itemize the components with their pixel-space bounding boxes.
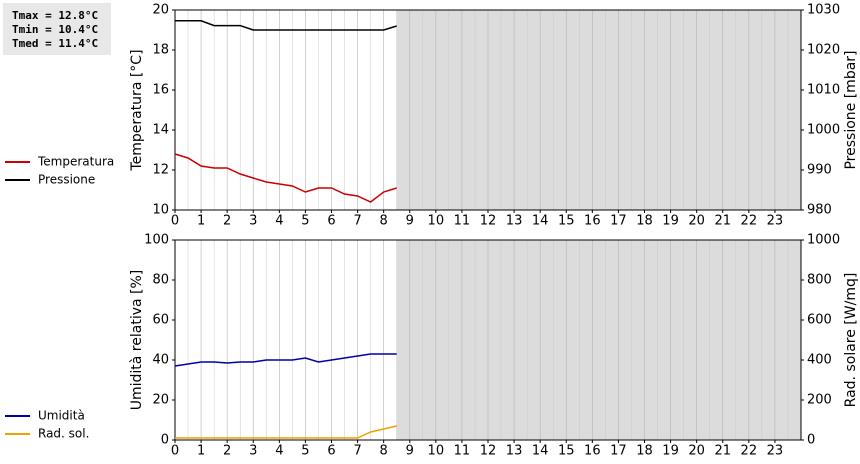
x-tick-label: 21 [714, 214, 731, 229]
x-tick-label: 10 [428, 444, 445, 459]
legend-label: Umidità [38, 409, 85, 423]
x-tick-label: 5 [301, 444, 309, 459]
x-tick-label: 2 [223, 444, 231, 459]
x-tick-label: 19 [662, 214, 679, 229]
x-tick-label: 14 [532, 444, 549, 459]
y-tick-label: 60 [152, 313, 169, 328]
y2-tick-label: 600 [807, 313, 832, 328]
x-tick-label: 6 [327, 444, 335, 459]
x-tick-label: 11 [454, 214, 471, 229]
x-tick-label: 1 [197, 214, 205, 229]
x-tick-label: 14 [532, 214, 549, 229]
series-line [175, 425, 397, 439]
x-tick-label: 6 [327, 214, 335, 229]
x-tick-label: 18 [636, 214, 653, 229]
x-tick-label: 18 [636, 444, 653, 459]
x-tick-label: 9 [406, 214, 414, 229]
y-tick-label: 10 [152, 203, 169, 218]
x-tick-label: 8 [380, 214, 388, 229]
x-tick-label: 22 [741, 214, 758, 229]
x-tick-label: 22 [741, 444, 758, 459]
y-tick-label: 18 [152, 43, 169, 58]
series-line [175, 20, 397, 31]
x-tick-label: 16 [584, 444, 601, 459]
x-tick-label: 17 [610, 214, 627, 229]
no-data-area [396, 10, 801, 210]
y2-tick-label: 1030 [807, 3, 840, 18]
x-tick-label: 20 [688, 214, 705, 229]
y-tick-label: 12 [152, 163, 169, 178]
x-tick-label: 17 [610, 444, 627, 459]
legend-label: Rad. sol. [38, 427, 89, 441]
x-tick-label: 3 [249, 214, 257, 229]
x-tick-label: 7 [353, 214, 361, 229]
x-tick-label: 4 [275, 444, 283, 459]
y-axis-title: Temperatura [°C] [129, 49, 145, 171]
no-data-area [396, 240, 801, 440]
legend-label: Pressione [38, 173, 95, 187]
x-tick-label: 10 [428, 214, 445, 229]
x-tick-label: 16 [584, 214, 601, 229]
y-tick-label: 40 [152, 353, 169, 368]
x-tick-label: 23 [767, 214, 784, 229]
stat-tmax: Tmax = 12.8°C [12, 9, 98, 22]
y-tick-label: 0 [161, 433, 169, 448]
x-tick-label: 21 [714, 444, 731, 459]
y2-tick-label: 400 [807, 353, 832, 368]
y2-tick-label: 1000 [807, 233, 840, 248]
series-line [174, 153, 397, 203]
series-line [174, 353, 397, 367]
x-tick-label: 3 [249, 444, 257, 459]
x-tick-label: 7 [353, 444, 361, 459]
x-tick-label: 0 [171, 214, 179, 229]
x-tick-label: 9 [406, 444, 414, 459]
y2-tick-label: 0 [807, 433, 815, 448]
x-tick-label: 5 [301, 214, 309, 229]
x-tick-label: 0 [171, 444, 179, 459]
y-tick-label: 14 [152, 123, 169, 138]
y-tick-label: 20 [152, 393, 169, 408]
x-tick-label: 13 [506, 444, 523, 459]
x-tick-label: 20 [688, 444, 705, 459]
x-tick-label: 11 [454, 444, 471, 459]
y2-tick-label: 800 [807, 273, 832, 288]
x-tick-label: 15 [558, 214, 575, 229]
y2-tick-label: 980 [807, 203, 832, 218]
y-tick-label: 80 [152, 273, 169, 288]
y2-tick-label: 1020 [807, 43, 840, 58]
legend-label: Temperatura [37, 155, 114, 169]
x-tick-label: 19 [662, 444, 679, 459]
stats-box [3, 3, 111, 55]
y-axis-title: Umidità relativa [%] [129, 270, 145, 411]
x-tick-label: 23 [767, 444, 784, 459]
x-tick-label: 8 [380, 444, 388, 459]
y2-axis-title: Pressione [mbar] [843, 50, 859, 169]
x-tick-label: 15 [558, 444, 575, 459]
x-tick-label: 4 [275, 214, 283, 229]
y2-tick-label: 1010 [807, 83, 840, 98]
y-tick-label: 16 [152, 83, 169, 98]
stat-tmed: Tmed = 11.4°C [12, 37, 98, 50]
stat-tmin: Tmin = 10.4°C [12, 23, 98, 36]
x-tick-label: 13 [506, 214, 523, 229]
stats: Tmax = 12.8°C Tmin = 10.4°C Tmed = 11.4°… [12, 9, 98, 50]
x-tick-label: 12 [480, 214, 497, 229]
y-tick-label: 20 [152, 3, 169, 18]
x-tick-label: 12 [480, 444, 497, 459]
y2-tick-label: 200 [807, 393, 832, 408]
y-tick-label: 100 [144, 233, 169, 248]
x-tick-label: 1 [197, 444, 205, 459]
x-tick-label: 2 [223, 214, 231, 229]
y2-axis-title: Rad. solare [W/mq] [843, 273, 859, 408]
y2-tick-label: 1000 [807, 123, 840, 138]
y2-tick-label: 990 [807, 163, 832, 178]
